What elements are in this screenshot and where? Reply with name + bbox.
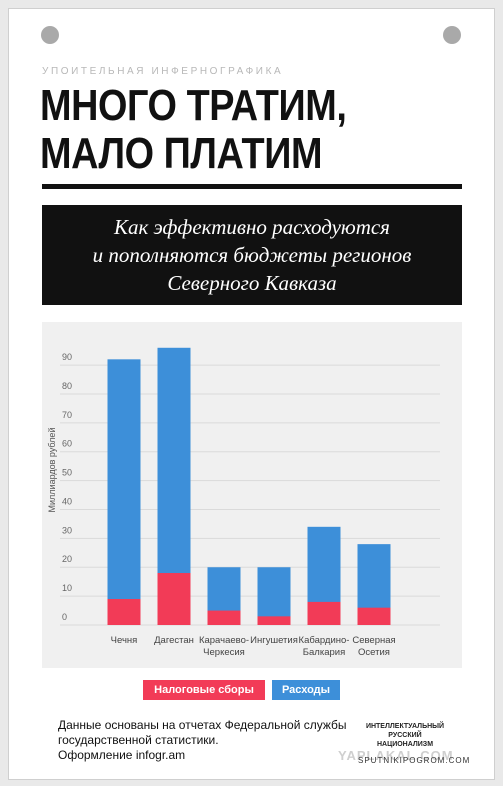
- x-tick-label: Ингушетия: [250, 635, 298, 646]
- y-tick-label: 80: [62, 381, 72, 391]
- y-tick-label: 0: [62, 612, 67, 622]
- y-tick-label: 40: [62, 496, 72, 506]
- y-tick-label: 50: [62, 468, 72, 478]
- x-tick-label: Северная Осетия: [352, 635, 396, 658]
- legend-entry: Налоговые сборы: [143, 680, 265, 700]
- y-tick-label: 70: [62, 410, 72, 420]
- bar: [157, 573, 191, 625]
- logo: ИНТЕЛЛЕКТУАЛЬНЫЙ РУССКИЙ НАЦИОНАЛИЗМ: [365, 723, 445, 748]
- y-tick-label: 60: [62, 439, 72, 449]
- title: МНОГО ТРАТИМ, МАЛО ПЛАТИМ: [40, 81, 347, 178]
- rule: [42, 184, 462, 189]
- x-tick-label: Карачаево- Черкесия: [198, 635, 250, 658]
- bar: [207, 610, 241, 625]
- hole: [443, 26, 461, 44]
- kicker: УПОИТЕЛЬНАЯ ИНФЕРНОГРАФИКА: [42, 66, 284, 77]
- footnote: Данные основаны на отчетах Федеральной с…: [58, 718, 347, 762]
- bar: [357, 607, 391, 625]
- site: SPUTNIKIPOGROM.COM: [358, 756, 471, 765]
- y-tick-label: 90: [62, 352, 72, 362]
- bar: [307, 601, 341, 625]
- x-tick-label: Кабардино- Балкария: [298, 635, 350, 658]
- x-tick-label: Дагестан: [154, 635, 194, 646]
- y-tick-label: 10: [62, 583, 72, 593]
- y-tick-label: 30: [62, 525, 72, 535]
- legend-entry: Расходы: [272, 680, 340, 700]
- bar: [107, 599, 141, 625]
- bar: [107, 359, 141, 625]
- y-tick-label: 20: [62, 554, 72, 564]
- watermark: YAPLAKAL.COM: [338, 748, 454, 763]
- bar: [257, 616, 291, 625]
- x-tick-label: Чечня: [110, 635, 138, 646]
- hole: [41, 26, 59, 44]
- y-axis-label: Миллиардов рублей: [47, 428, 57, 513]
- subtitle: Как эффективно расходуются и пополняются…: [42, 205, 462, 305]
- bar: [257, 567, 291, 625]
